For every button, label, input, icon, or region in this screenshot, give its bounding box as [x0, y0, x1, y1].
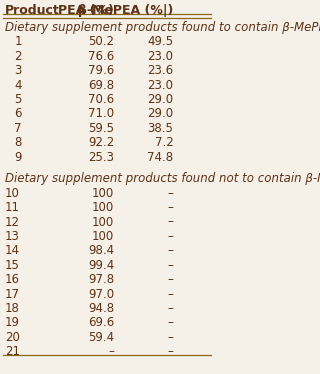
Text: –: –: [167, 201, 173, 214]
Text: 18: 18: [5, 302, 20, 315]
Text: 23.0: 23.0: [147, 79, 173, 92]
Text: 69.6: 69.6: [88, 316, 114, 329]
Text: 13: 13: [5, 230, 20, 243]
Text: 69.8: 69.8: [88, 79, 114, 92]
Text: 1: 1: [14, 35, 22, 48]
Text: –: –: [167, 331, 173, 344]
Text: 7.2: 7.2: [155, 136, 173, 149]
Text: 4: 4: [14, 79, 22, 92]
Text: –: –: [167, 302, 173, 315]
Text: –: –: [108, 345, 114, 358]
Text: 79.6: 79.6: [88, 64, 114, 77]
Text: 23.6: 23.6: [147, 64, 173, 77]
Text: 100: 100: [92, 201, 114, 214]
Text: 38.5: 38.5: [148, 122, 173, 135]
Text: –: –: [167, 288, 173, 301]
Text: 49.5: 49.5: [147, 35, 173, 48]
Text: 20: 20: [5, 331, 20, 344]
Text: 100: 100: [92, 230, 114, 243]
Text: 17: 17: [5, 288, 20, 301]
Text: 3: 3: [14, 64, 21, 77]
Text: 12: 12: [5, 215, 20, 229]
Text: PEA (%): PEA (%): [58, 4, 114, 17]
Text: –: –: [167, 316, 173, 329]
Text: 94.8: 94.8: [88, 302, 114, 315]
Text: 16: 16: [5, 273, 20, 286]
Text: Dietary supplement products found to contain β-MePEA: Dietary supplement products found to con…: [5, 21, 320, 34]
Text: 71.0: 71.0: [88, 107, 114, 120]
Text: β-MePEA (%|): β-MePEA (%|): [78, 4, 173, 17]
Text: 25.3: 25.3: [88, 151, 114, 164]
Text: 74.8: 74.8: [147, 151, 173, 164]
Text: –: –: [167, 273, 173, 286]
Text: 97.8: 97.8: [88, 273, 114, 286]
Text: Dietary supplement products found not to contain β-MePEA: Dietary supplement products found not to…: [5, 172, 320, 185]
Text: 98.4: 98.4: [88, 244, 114, 257]
Text: 99.4: 99.4: [88, 259, 114, 272]
Text: 100: 100: [92, 187, 114, 200]
Text: 7: 7: [14, 122, 22, 135]
Text: –: –: [167, 259, 173, 272]
Text: 21: 21: [5, 345, 20, 358]
Text: 92.2: 92.2: [88, 136, 114, 149]
Text: 5: 5: [14, 93, 21, 106]
Text: 50.2: 50.2: [88, 35, 114, 48]
Text: –: –: [167, 187, 173, 200]
Text: 9: 9: [14, 151, 22, 164]
Text: 100: 100: [92, 215, 114, 229]
Text: 29.0: 29.0: [147, 93, 173, 106]
Text: –: –: [167, 244, 173, 257]
Text: 29.0: 29.0: [147, 107, 173, 120]
Text: 97.0: 97.0: [88, 288, 114, 301]
Text: –: –: [167, 215, 173, 229]
Text: 6: 6: [14, 107, 22, 120]
Text: 2: 2: [14, 50, 22, 63]
Text: 70.6: 70.6: [88, 93, 114, 106]
Text: Product: Product: [5, 4, 60, 17]
Text: 19: 19: [5, 316, 20, 329]
Text: 15: 15: [5, 259, 20, 272]
Text: 11: 11: [5, 201, 20, 214]
Text: 14: 14: [5, 244, 20, 257]
Text: 23.0: 23.0: [147, 50, 173, 63]
Text: –: –: [167, 230, 173, 243]
Text: 10: 10: [5, 187, 20, 200]
Text: –: –: [167, 345, 173, 358]
Text: 8: 8: [14, 136, 21, 149]
Text: 59.4: 59.4: [88, 331, 114, 344]
Text: 76.6: 76.6: [88, 50, 114, 63]
Text: 59.5: 59.5: [88, 122, 114, 135]
